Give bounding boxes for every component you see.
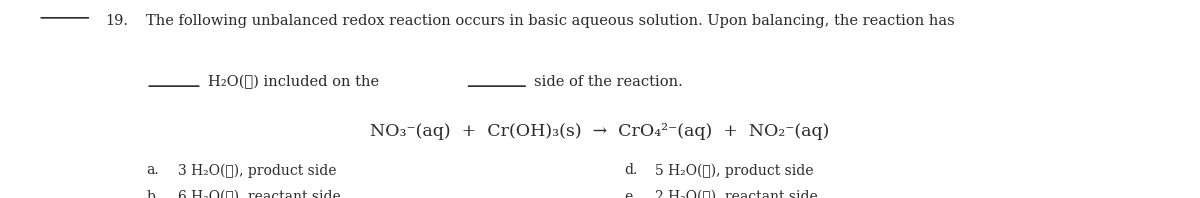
Text: side of the reaction.: side of the reaction. (534, 75, 683, 89)
Text: 5 H₂O(ℓ), product side: 5 H₂O(ℓ), product side (655, 163, 814, 178)
Text: H₂O(ℓ) included on the: H₂O(ℓ) included on the (208, 75, 379, 89)
Text: The following unbalanced redox reaction occurs in basic aqueous solution. Upon b: The following unbalanced redox reaction … (146, 14, 955, 28)
Text: b.: b. (146, 190, 160, 198)
Text: e.: e. (624, 190, 636, 198)
Text: 2 H₂O(ℓ), reactant side: 2 H₂O(ℓ), reactant side (655, 190, 818, 198)
Text: 19.: 19. (106, 14, 128, 28)
Text: NO₃⁻(aq)  +  Cr(OH)₃(s)  →  CrO₄²⁻(aq)  +  NO₂⁻(aq): NO₃⁻(aq) + Cr(OH)₃(s) → CrO₄²⁻(aq) + NO₂… (371, 123, 829, 140)
Text: 6 H₂O(ℓ), reactant side: 6 H₂O(ℓ), reactant side (178, 190, 341, 198)
Text: 3 H₂O(ℓ), product side: 3 H₂O(ℓ), product side (178, 163, 336, 178)
Text: a.: a. (146, 163, 160, 177)
Text: d.: d. (624, 163, 637, 177)
